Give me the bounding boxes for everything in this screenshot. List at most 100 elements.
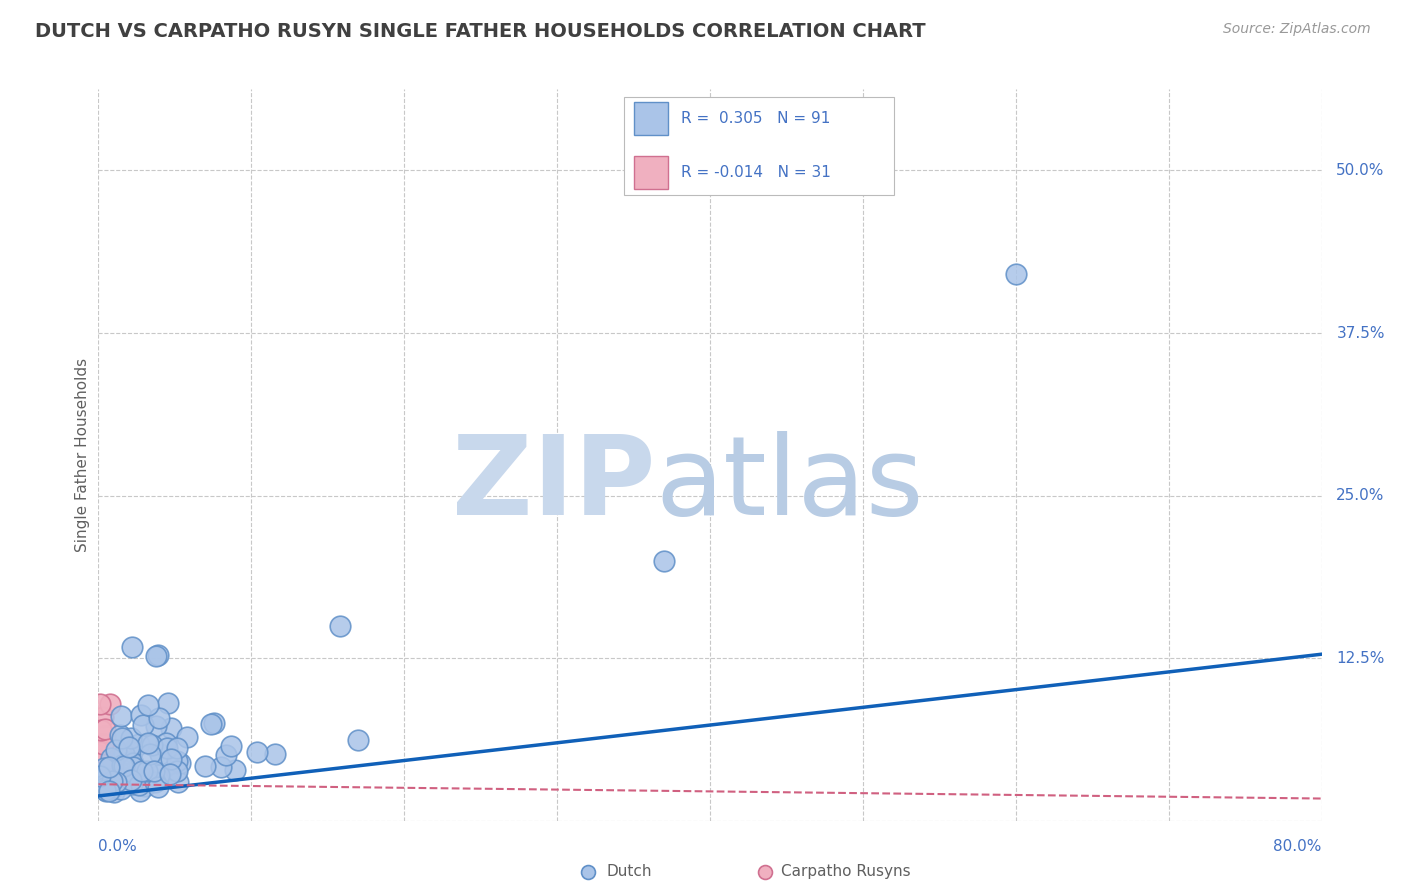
Point bbox=[118, 771, 141, 785]
Point bbox=[97, 784, 120, 798]
Point bbox=[93, 764, 115, 778]
Text: 80.0%: 80.0% bbox=[1274, 838, 1322, 854]
Text: 37.5%: 37.5% bbox=[1336, 326, 1385, 341]
Point bbox=[135, 764, 157, 778]
Point bbox=[1004, 268, 1026, 282]
Point bbox=[89, 756, 111, 770]
Point bbox=[122, 756, 145, 771]
Point bbox=[97, 769, 120, 783]
Point bbox=[93, 766, 115, 780]
Text: ZIP: ZIP bbox=[451, 431, 655, 538]
Point bbox=[89, 769, 111, 783]
Point bbox=[148, 768, 170, 782]
Text: atlas: atlas bbox=[655, 431, 924, 538]
Y-axis label: Single Father Households: Single Father Households bbox=[75, 358, 90, 552]
Point bbox=[166, 754, 188, 768]
Point bbox=[100, 697, 122, 711]
Point bbox=[104, 776, 127, 790]
Point bbox=[108, 772, 131, 786]
Point bbox=[169, 756, 191, 771]
Point bbox=[134, 779, 156, 793]
Point bbox=[166, 764, 188, 779]
Point bbox=[89, 779, 111, 793]
Point bbox=[329, 618, 352, 632]
Point bbox=[94, 777, 117, 791]
Point bbox=[148, 648, 170, 663]
Text: R = -0.014   N = 31: R = -0.014 N = 31 bbox=[681, 165, 831, 180]
Point bbox=[90, 780, 112, 794]
Point bbox=[89, 753, 111, 767]
Point bbox=[122, 760, 145, 774]
Point bbox=[89, 745, 111, 759]
Point bbox=[156, 741, 179, 756]
Point bbox=[128, 778, 150, 792]
Text: DUTCH VS CARPATHO RUSYN SINGLE FATHER HOUSEHOLDS CORRELATION CHART: DUTCH VS CARPATHO RUSYN SINGLE FATHER HO… bbox=[35, 22, 925, 41]
Point bbox=[143, 774, 166, 789]
Point bbox=[96, 784, 118, 798]
Point bbox=[121, 777, 143, 791]
Point bbox=[101, 761, 124, 775]
Point bbox=[145, 719, 167, 733]
Point bbox=[93, 781, 115, 796]
Point bbox=[90, 723, 112, 737]
Point bbox=[91, 738, 114, 752]
Point bbox=[110, 782, 132, 797]
Point bbox=[115, 771, 138, 785]
Point bbox=[91, 778, 114, 792]
Point bbox=[136, 736, 159, 750]
Point bbox=[176, 730, 198, 744]
Text: Source: ZipAtlas.com: Source: ZipAtlas.com bbox=[1223, 22, 1371, 37]
Point bbox=[141, 739, 163, 753]
Point bbox=[96, 774, 118, 789]
Point bbox=[111, 731, 134, 745]
Text: 12.5%: 12.5% bbox=[1336, 650, 1385, 665]
Point bbox=[103, 780, 125, 794]
Point bbox=[120, 731, 142, 745]
Point bbox=[111, 772, 134, 787]
Point bbox=[122, 768, 145, 782]
Point bbox=[202, 715, 225, 730]
Point bbox=[103, 785, 125, 799]
Point bbox=[98, 759, 121, 773]
Point bbox=[91, 765, 114, 780]
Text: 0.0%: 0.0% bbox=[98, 838, 138, 854]
Point bbox=[90, 744, 112, 758]
Point bbox=[89, 768, 111, 782]
Point bbox=[89, 697, 111, 711]
Point bbox=[91, 709, 114, 723]
Point bbox=[96, 772, 118, 787]
Point bbox=[246, 745, 269, 759]
Point bbox=[160, 752, 183, 766]
Text: Carpatho Rusyns: Carpatho Rusyns bbox=[780, 864, 911, 880]
Point bbox=[200, 717, 222, 731]
Point bbox=[157, 766, 180, 780]
Point bbox=[121, 640, 143, 654]
Point bbox=[194, 759, 217, 773]
Point bbox=[148, 780, 170, 795]
Point bbox=[121, 745, 143, 759]
Point bbox=[93, 729, 115, 743]
Point bbox=[120, 772, 142, 787]
Point bbox=[165, 764, 187, 778]
Point bbox=[117, 739, 139, 754]
Point bbox=[219, 739, 242, 754]
Text: Dutch: Dutch bbox=[606, 864, 651, 880]
FancyBboxPatch shape bbox=[634, 103, 668, 136]
Point bbox=[89, 774, 111, 789]
Point bbox=[100, 750, 122, 764]
Point bbox=[224, 764, 246, 778]
Point bbox=[112, 747, 135, 761]
Point bbox=[97, 747, 120, 761]
Point bbox=[129, 708, 152, 723]
Point bbox=[111, 758, 134, 772]
Point bbox=[136, 698, 159, 712]
Point bbox=[104, 775, 127, 789]
Point bbox=[167, 774, 190, 789]
Point bbox=[149, 747, 172, 761]
Point bbox=[132, 718, 155, 732]
Point bbox=[97, 776, 120, 790]
Text: 50.0%: 50.0% bbox=[1336, 163, 1385, 178]
Point bbox=[110, 708, 132, 723]
Point bbox=[211, 759, 233, 773]
Point bbox=[142, 764, 165, 778]
